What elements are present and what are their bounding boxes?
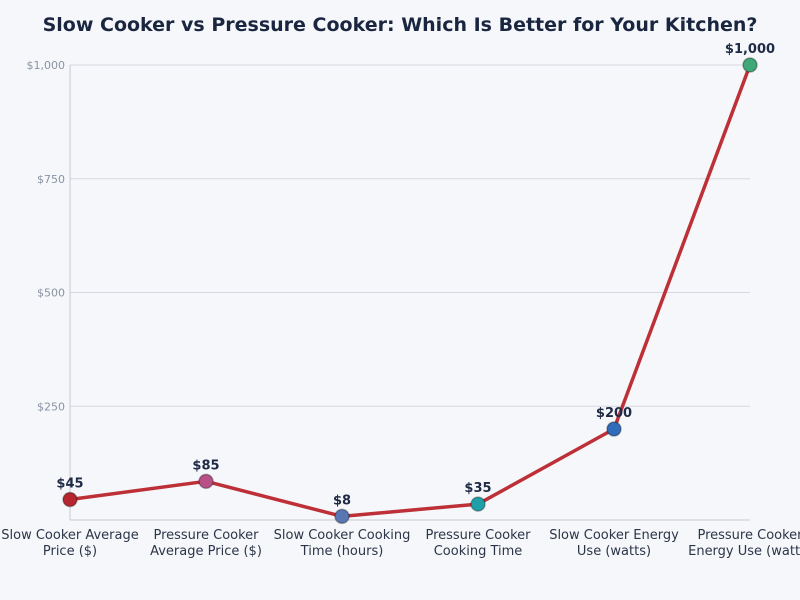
data-point bbox=[606, 421, 622, 437]
x-tick-label: Pressure Cooker bbox=[153, 528, 259, 543]
chart-title: Slow Cooker vs Pressure Cooker: Which Is… bbox=[42, 14, 758, 36]
data-point bbox=[742, 57, 758, 73]
x-tick-label: Energy Use (watts) bbox=[688, 544, 800, 559]
data-point bbox=[62, 491, 78, 508]
y-tick-label: $750 bbox=[37, 173, 65, 186]
y-tick-label: $1,000 bbox=[27, 59, 66, 72]
x-tick-label: Pressure Cooker bbox=[697, 528, 800, 543]
x-tick-label: Slow Cooker Average bbox=[1, 528, 139, 543]
data-label: $200 bbox=[596, 406, 632, 421]
x-tick-label: Time (hours) bbox=[300, 544, 384, 559]
data-label: $35 bbox=[464, 481, 491, 496]
x-tick-label: Cooking Time bbox=[434, 544, 523, 559]
x-tick-label: Average Price ($) bbox=[150, 544, 262, 559]
x-tick-label: Slow Cooker Cooking bbox=[274, 528, 411, 543]
x-tick-label: Pressure Cooker bbox=[425, 528, 531, 543]
x-tick-label: Use (watts) bbox=[577, 544, 651, 559]
y-tick-label: $500 bbox=[37, 287, 65, 300]
data-label: $8 bbox=[333, 493, 351, 508]
x-tick-label: Price ($) bbox=[43, 544, 97, 559]
series-line bbox=[69, 64, 752, 519]
data-label: $1,000 bbox=[725, 42, 775, 57]
data-point bbox=[470, 496, 486, 512]
data-label: $85 bbox=[192, 458, 219, 473]
x-tick-label: Slow Cooker Energy bbox=[549, 528, 679, 543]
data-point bbox=[198, 473, 214, 490]
data-point bbox=[334, 508, 350, 525]
data-label: $45 bbox=[56, 477, 83, 492]
y-tick-label: $250 bbox=[37, 400, 65, 413]
